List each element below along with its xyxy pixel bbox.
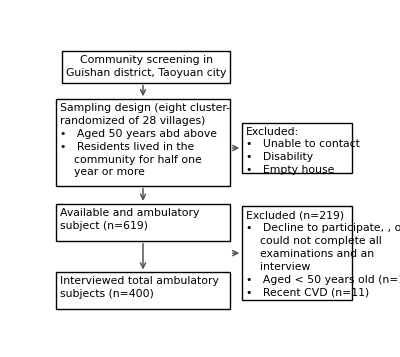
Text: Excluded:
•   Unable to contact
•   Disability
•   Empty house: Excluded: • Unable to contact • Disabili…	[246, 127, 360, 175]
FancyBboxPatch shape	[56, 203, 230, 241]
FancyBboxPatch shape	[56, 99, 230, 186]
FancyBboxPatch shape	[242, 206, 352, 300]
FancyBboxPatch shape	[62, 51, 230, 83]
Text: Available and ambulatory
subject (n=619): Available and ambulatory subject (n=619)	[60, 208, 200, 231]
Text: Sampling design (eight cluster-
randomized of 28 villages)
•   Aged 50 years abd: Sampling design (eight cluster- randomiz…	[60, 103, 230, 177]
FancyBboxPatch shape	[56, 272, 230, 310]
Text: Interviewed total ambulatory
subjects (n=400): Interviewed total ambulatory subjects (n…	[60, 276, 219, 299]
Text: Excluded (n=219)
•   Decline to participate, , or
    could not complete all
   : Excluded (n=219) • Decline to participat…	[246, 211, 400, 297]
FancyBboxPatch shape	[242, 122, 352, 174]
Text: Community screening in
Guishan district, Taoyuan city: Community screening in Guishan district,…	[66, 55, 226, 78]
